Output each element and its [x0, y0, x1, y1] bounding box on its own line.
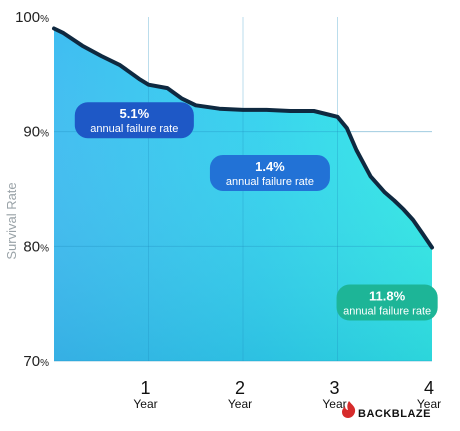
- annotation-badge-bg: [336, 284, 438, 321]
- annotation-badge-bg: [74, 102, 194, 139]
- annotation-text: annual failure rate: [226, 176, 314, 188]
- y-tick-label: 80%: [23, 238, 49, 255]
- annotation-value: 5.1%: [120, 106, 150, 121]
- y-axis-ticks: 100% 90% 80% 70%: [15, 9, 49, 370]
- y-tick-label: 90%: [23, 124, 49, 141]
- annotation-badge: 5.1% annual failure rate: [74, 102, 194, 139]
- x-tick-unit: Year: [417, 397, 441, 411]
- annotation-text: annual failure rate: [90, 123, 178, 135]
- x-tick-label: 2: [235, 378, 245, 398]
- annotation-value: 1.4%: [255, 159, 285, 174]
- x-tick-unit: Year: [228, 397, 252, 411]
- x-tick-unit: Year: [133, 397, 157, 411]
- y-tick-label: 70%: [23, 353, 49, 370]
- annotation-value: 11.8%: [369, 289, 406, 304]
- annotation-badge-bg: [209, 154, 330, 191]
- survival-line: [52, 26, 434, 250]
- x-tick-label: 3: [329, 378, 339, 398]
- y-tick-label: 100%: [15, 9, 49, 26]
- flame-icon: [342, 401, 356, 418]
- y-axis-label: Survival Rate: [4, 182, 19, 259]
- x-tick-label: 4: [424, 378, 434, 398]
- annotation-badge: 11.8% annual failure rate: [336, 284, 438, 321]
- annotation-text: annual failure rate: [343, 306, 431, 318]
- brand-name: BACKBLAZE: [358, 408, 431, 420]
- x-tick-unit: Year: [322, 397, 346, 411]
- annotations: 5.1% annual failure rate 1.4% annual failur…: [74, 102, 438, 321]
- x-tick-label: 1: [140, 378, 150, 398]
- backblaze-logo: BACKBLAZE: [342, 401, 431, 420]
- annotation-badge: 1.4% annual failure rate: [209, 154, 330, 191]
